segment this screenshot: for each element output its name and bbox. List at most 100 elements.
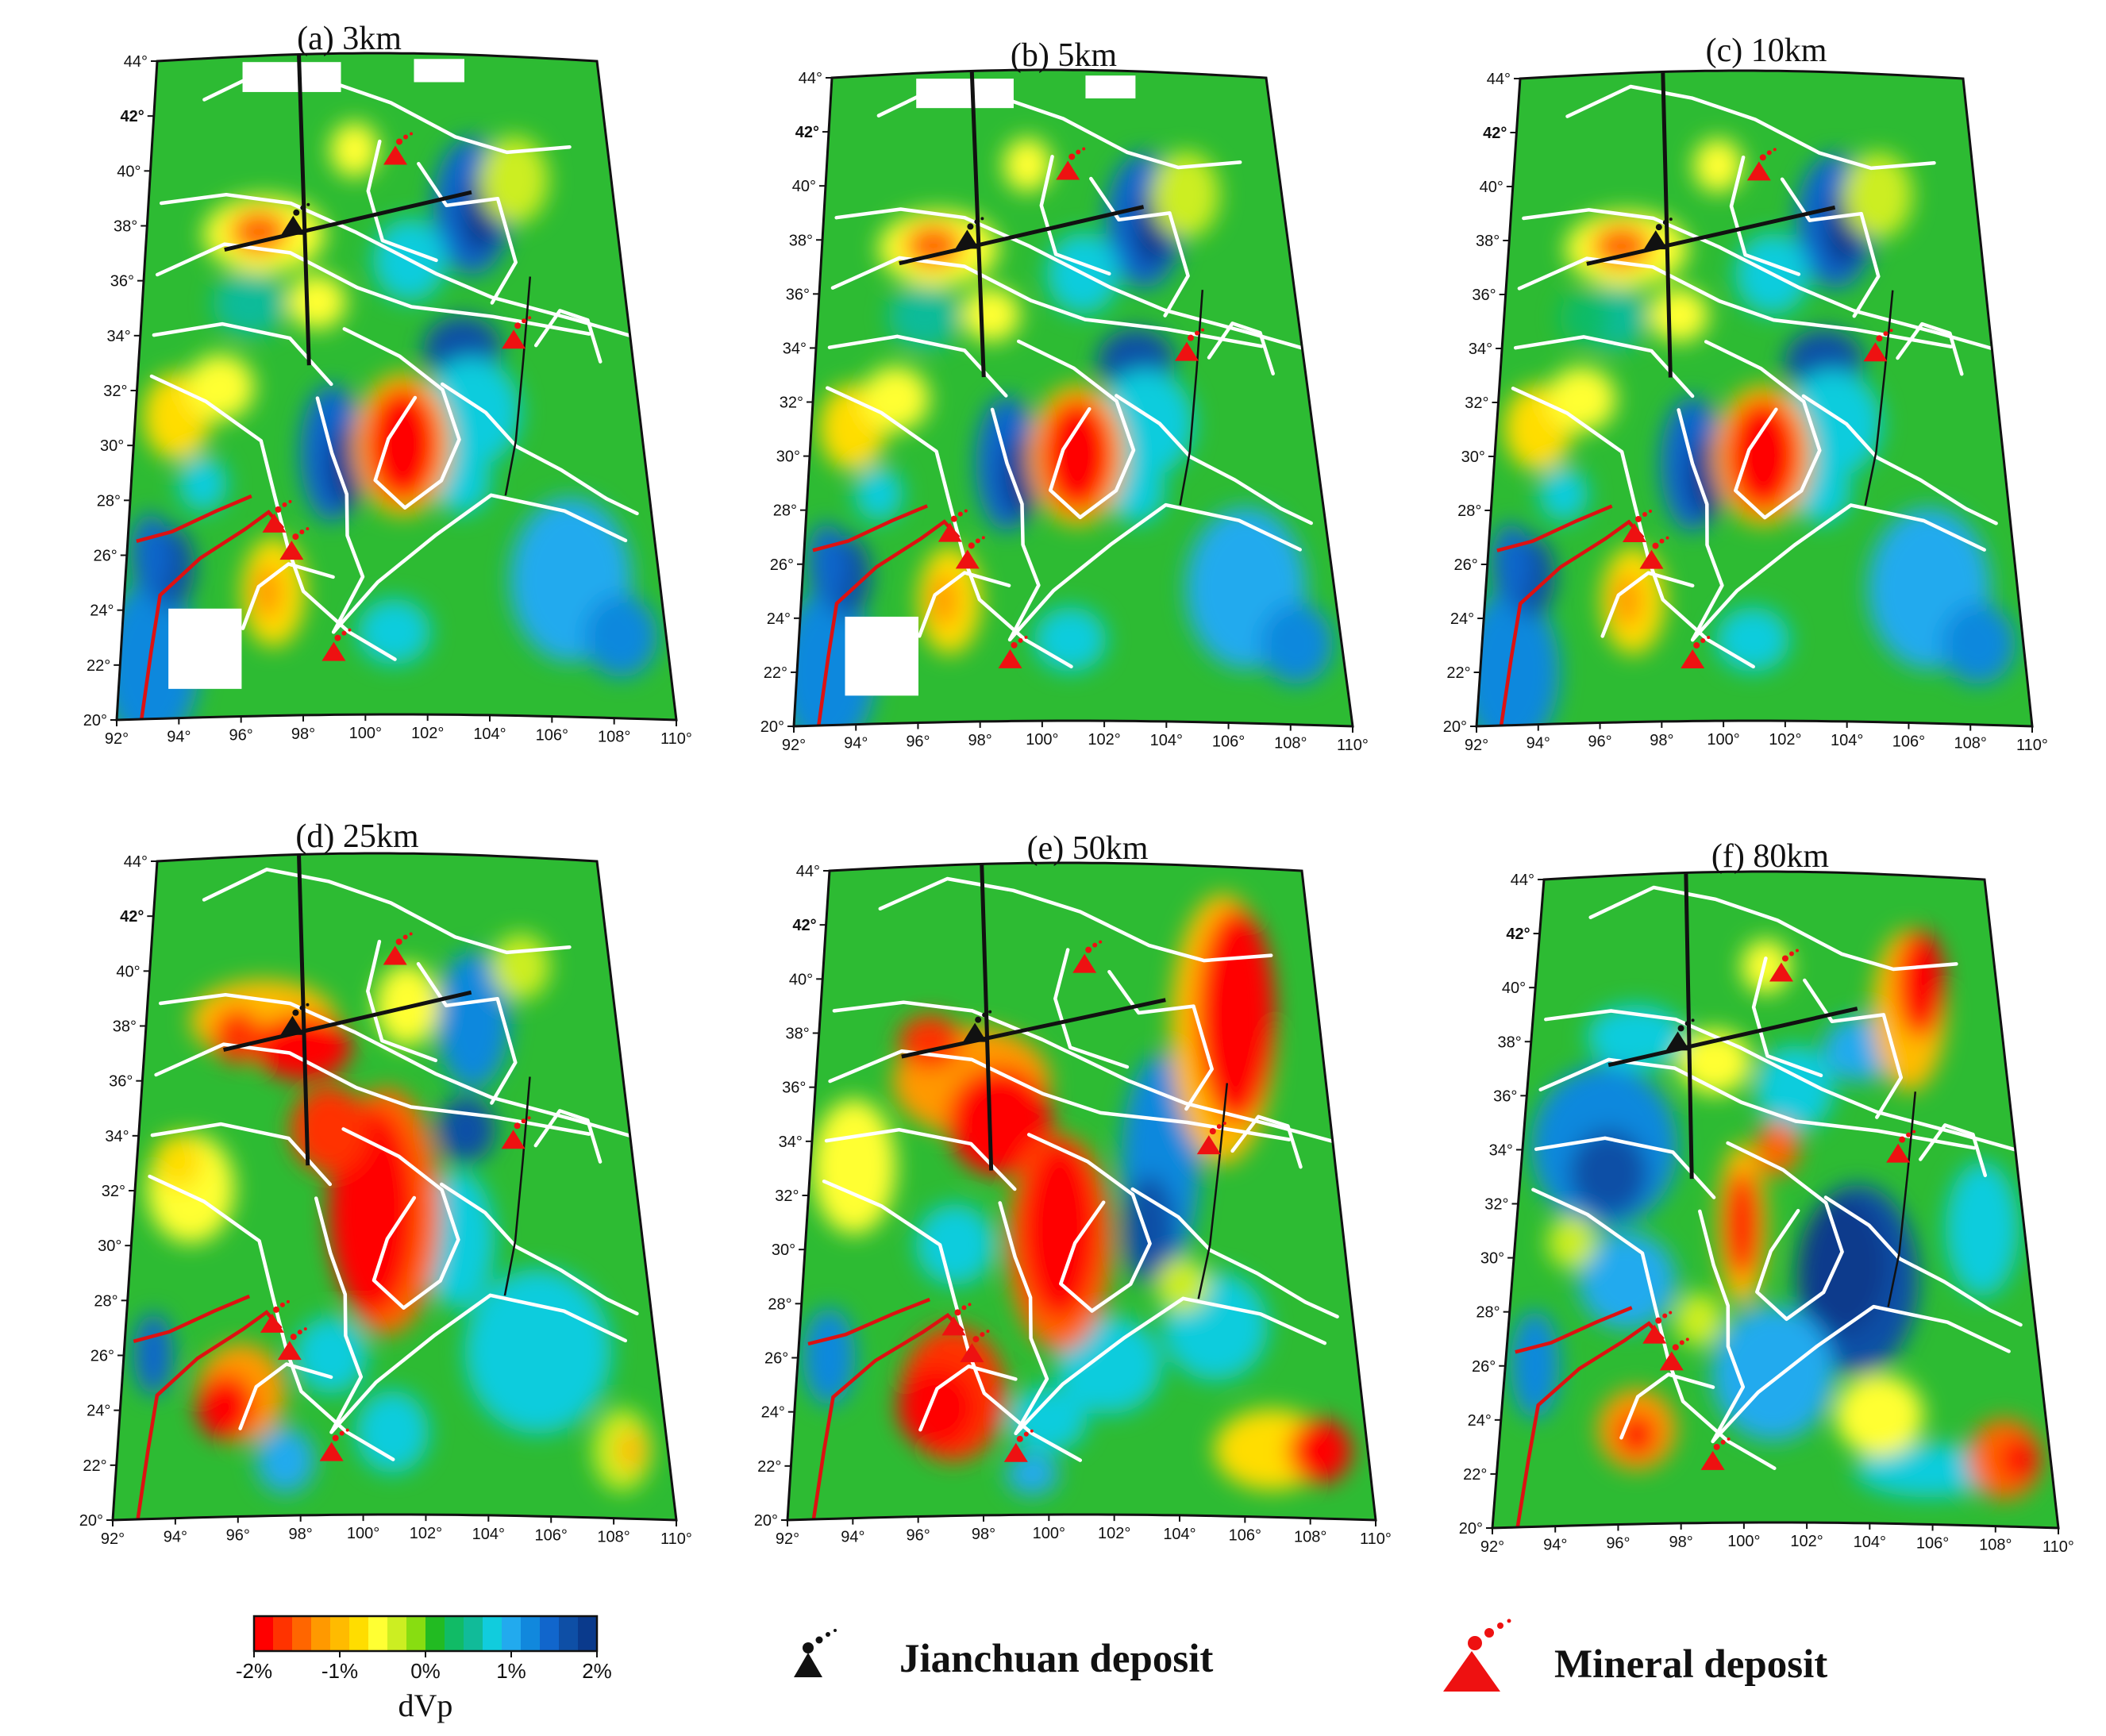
lat-tick-label: 32° — [1465, 395, 1488, 412]
lon-tick-label: 92° — [782, 737, 806, 754]
lat-tick-label: 32° — [775, 1187, 799, 1205]
lon-tick-label: 96° — [906, 733, 930, 751]
anomaly-patch — [213, 271, 287, 337]
velocity-anomaly-field — [113, 853, 676, 1520]
lat-tick-label: 26° — [770, 556, 794, 574]
anomaly-patch — [1941, 603, 2016, 685]
lon-tick-label: 108° — [597, 1529, 629, 1546]
lat-tick-label: 24° — [761, 1404, 785, 1422]
lon-tick-label: 96° — [1606, 1535, 1630, 1553]
fault-line — [1677, 408, 1724, 642]
anomaly-patch — [1041, 398, 1114, 512]
fault-line — [1115, 394, 1313, 525]
fault-line — [533, 309, 603, 364]
lat-tick-label: 30° — [1461, 448, 1485, 466]
map-panel-6: 92° 94° 96° 98° 100° 102° 104° 106° 108° 110° 20° 2… — [1459, 838, 2074, 1556]
mineral-deposit-icon — [502, 316, 532, 349]
lat-tick-label: 42° — [795, 124, 819, 141]
anomaly-patch — [1057, 1316, 1162, 1415]
fault-line — [241, 562, 335, 630]
lon-tick-label: 102° — [411, 725, 444, 742]
lat-tick-label: 22° — [87, 657, 110, 675]
anomaly-patch — [1156, 1257, 1209, 1312]
lon-tick-label: 94° — [841, 1529, 864, 1546]
fault-line — [990, 407, 1041, 642]
colorbar-swatch — [445, 1616, 464, 1651]
lat-tick-label: 28° — [773, 502, 797, 520]
fault-line — [998, 1201, 1049, 1436]
fault-line — [1538, 1057, 1977, 1150]
boundary-line — [1179, 290, 1204, 506]
anomaly-patch — [616, 1428, 646, 1472]
mineral-deposit-icon — [1072, 940, 1103, 973]
lat-tick-label: 36° — [110, 273, 134, 291]
lon-tick-label: 94° — [844, 735, 868, 753]
anomaly-patch — [1003, 137, 1052, 192]
mineral-deposit-icon — [260, 1299, 290, 1333]
mineral-deposit-icon — [1886, 1130, 1916, 1163]
fault-line — [1600, 571, 1695, 638]
anomaly-patch — [130, 513, 171, 596]
anomaly-patch — [1835, 1374, 1924, 1456]
lon-tick-label: 110° — [1360, 1530, 1392, 1548]
suture-line — [811, 1312, 964, 1520]
lat-tick-label: 34° — [779, 1134, 803, 1151]
anomaly-patch — [252, 564, 283, 620]
anomaly-patch — [897, 1367, 976, 1449]
lat-tick-label: 42° — [792, 917, 816, 934]
boundary-line — [504, 276, 532, 496]
fault-line — [1619, 1372, 1715, 1440]
lon-tick-label: 104° — [1150, 732, 1183, 749]
lon-tick-label: 104° — [1854, 1534, 1886, 1551]
anomaly-patch — [329, 122, 379, 178]
lat-tick-label: 22° — [1463, 1466, 1487, 1484]
no-data-area — [1085, 75, 1136, 98]
jianchuan-deposit-icon — [1665, 1018, 1695, 1051]
mineral-deposit-icon — [941, 1303, 972, 1336]
fault-line — [1089, 176, 1190, 318]
suture-line — [140, 510, 285, 720]
suture-line — [1515, 1321, 1665, 1528]
fault-line — [440, 382, 639, 516]
lat-tick-label: 26° — [1454, 556, 1478, 574]
legend-mineral-label: Mineral deposit — [1554, 1642, 1827, 1687]
lat-tick-label: 20° — [754, 1512, 778, 1530]
lon-tick-label: 106° — [1916, 1535, 1949, 1553]
anomaly-patch — [1592, 225, 1651, 268]
jianchuan-deposit-icon — [955, 217, 984, 249]
colorbar-swatch — [483, 1616, 502, 1651]
anomaly-patch — [1726, 398, 1800, 513]
colorbar-swatch — [425, 1616, 445, 1651]
lat-tick-label: 24° — [1450, 610, 1474, 628]
anomaly-patch — [898, 1014, 962, 1069]
lat-tick-label: 38° — [1476, 233, 1500, 250]
anomaly-patch — [584, 595, 658, 678]
anomaly-patch — [1674, 1292, 1723, 1347]
lon-tick-label: 102° — [1098, 1525, 1130, 1542]
fault-line — [1014, 1296, 1327, 1436]
fault-line — [159, 192, 632, 338]
anomaly-patch — [1612, 573, 1642, 628]
lat-tick-label: 28° — [1457, 502, 1481, 520]
fault-line — [1780, 177, 1881, 318]
lat-tick-label: 30° — [100, 437, 124, 455]
lon-tick-label: 100° — [1727, 1533, 1760, 1550]
anomaly-patch — [356, 1391, 429, 1473]
lon-tick-label: 92° — [1480, 1538, 1504, 1556]
anomaly-patch — [1034, 606, 1107, 672]
fault-line — [1823, 1195, 2023, 1327]
lat-tick-label: 38° — [786, 1026, 810, 1043]
fault-line — [314, 1196, 364, 1434]
lat-tick-label: 32° — [780, 395, 803, 412]
mineral-deposit-icon — [937, 509, 968, 542]
anomaly-patch — [1006, 1452, 1059, 1496]
anomaly-patch — [1546, 366, 1616, 432]
lon-tick-label: 98° — [968, 732, 992, 749]
fault-line — [918, 1364, 1018, 1432]
lon-tick-label: 96° — [229, 727, 253, 745]
anomaly-patch — [1895, 930, 1945, 1038]
suture-line — [812, 504, 928, 552]
fault-line — [832, 1000, 1335, 1144]
colorbar-swatch — [559, 1616, 579, 1651]
lon-tick-label: 104° — [1831, 732, 1863, 749]
